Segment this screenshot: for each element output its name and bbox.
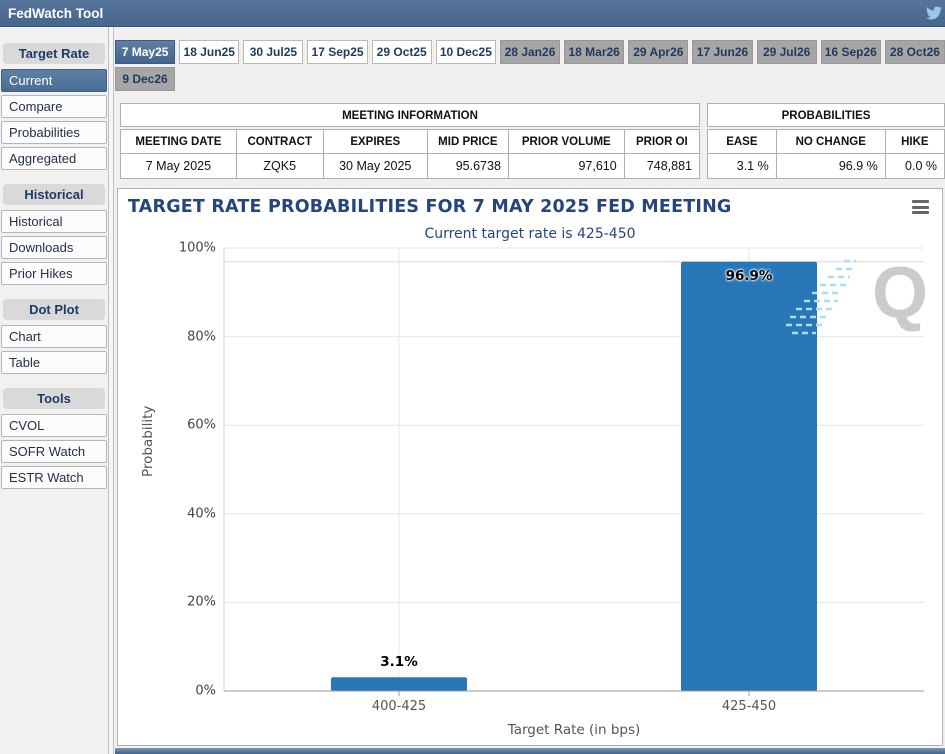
sidebar-item-cvol[interactable]: CVOL bbox=[1, 414, 107, 437]
meeting-tab-28-jan26[interactable]: 28 Jan26 bbox=[499, 40, 561, 64]
x-axis-title: Target Rate (in bps) bbox=[507, 722, 641, 738]
meeting-tab-29-apr26[interactable]: 29 Apr26 bbox=[628, 40, 689, 64]
sidebar-item-prior-hikes[interactable]: Prior Hikes bbox=[1, 262, 107, 285]
sidebar-item-sofr-watch[interactable]: SOFR Watch bbox=[1, 440, 107, 463]
meeting-tabs-row-2: 9 Dec26 bbox=[115, 67, 945, 91]
sidebar-item-historical[interactable]: Historical bbox=[1, 210, 107, 233]
col-header-contract: CONTRACT bbox=[235, 129, 324, 154]
col-header-meeting-date: MEETING DATE bbox=[120, 129, 237, 154]
col-header-prior-oi: PRIOR OI bbox=[623, 129, 701, 154]
sidebar-header-target-rate: Target Rate bbox=[3, 43, 105, 64]
meeting-tabs-row-1: 7 May25 18 Jun25 30 Jul25 17 Sep25 29 Oct25 1… bbox=[115, 40, 945, 64]
col-header-ease: EASE bbox=[707, 129, 777, 154]
meeting-tab-18-jun25[interactable]: 18 Jun25 bbox=[179, 40, 240, 64]
meeting-tab-7-may25[interactable]: 7 May25 bbox=[115, 40, 176, 64]
cell-ease: 3.1 % bbox=[707, 153, 777, 179]
meeting-information-caption: MEETING INFORMATION bbox=[120, 103, 700, 127]
meeting-tab-17-jun26[interactable]: 17 Jun26 bbox=[692, 40, 753, 64]
meeting-tab-17-sep25[interactable]: 17 Sep25 bbox=[307, 40, 368, 64]
sidebar: Target Rate Current Compare Probabilities Ag… bbox=[0, 27, 108, 754]
y-tick-20: 20% bbox=[187, 594, 216, 610]
chart-plot-area: 0% 20% 40% 60% 80% 100% 3.1% 400-425 96.9% 425-45… bbox=[179, 241, 924, 714]
meeting-tab-28-oct26[interactable]: 28 Oct26 bbox=[884, 40, 945, 64]
meeting-tab-29-jul26[interactable]: 29 Jul26 bbox=[756, 40, 817, 64]
meeting-tab-29-oct25[interactable]: 29 Oct25 bbox=[371, 40, 432, 64]
twitter-icon[interactable] bbox=[923, 5, 945, 23]
probability-chart-card: TARGET RATE PROBABILITIES FOR 7 MAY 2025… bbox=[117, 188, 943, 746]
bar-425-450[interactable] bbox=[681, 261, 817, 691]
bar-value-label-400-425: 3.1% bbox=[380, 654, 418, 671]
sidebar-item-chart[interactable]: Chart bbox=[1, 325, 107, 348]
y-axis-title: Probability bbox=[140, 405, 156, 477]
sidebar-item-current[interactable]: Current bbox=[1, 69, 107, 92]
chart-menu-icon[interactable] bbox=[912, 200, 929, 217]
next-section-header-edge bbox=[115, 748, 945, 754]
y-tick-40: 40% bbox=[187, 506, 216, 522]
probabilities-table: PROBABILITIES EASE NO CHANGE HIKE 3.1 % 96.9… bbox=[707, 103, 945, 179]
cell-expires: 30 May 2025 bbox=[322, 153, 428, 179]
sidebar-item-estr-watch[interactable]: ESTR Watch bbox=[1, 466, 107, 489]
cell-contract: ZQK5 bbox=[235, 153, 324, 179]
app-header: FedWatch Tool bbox=[0, 0, 945, 27]
meeting-tab-30-jul25[interactable]: 30 Jul25 bbox=[243, 40, 304, 64]
col-header-mid-price: MID PRICE bbox=[426, 129, 509, 154]
y-tick-80: 80% bbox=[187, 329, 216, 345]
cell-no-change: 96.9 % bbox=[775, 153, 886, 179]
col-header-expires: EXPIRES bbox=[322, 129, 428, 154]
sidebar-header-historical: Historical bbox=[3, 184, 105, 205]
sidebar-header-tools: Tools bbox=[3, 388, 105, 409]
chart-title: TARGET RATE PROBABILITIES FOR 7 MAY 2025… bbox=[128, 197, 732, 217]
probabilities-caption: PROBABILITIES bbox=[707, 103, 945, 127]
col-header-hike: HIKE bbox=[884, 129, 945, 154]
sidebar-item-compare[interactable]: Compare bbox=[1, 95, 107, 118]
sidebar-item-probabilities[interactable]: Probabilities bbox=[1, 121, 107, 144]
meeting-tab-16-sep26[interactable]: 16 Sep26 bbox=[820, 40, 881, 64]
sidebar-divider bbox=[108, 27, 114, 754]
sidebar-item-table[interactable]: Table bbox=[1, 351, 107, 374]
y-tick-60: 60% bbox=[187, 417, 216, 433]
cell-meeting-date: 7 May 2025 bbox=[120, 153, 237, 179]
cell-mid-price: 95.6738 bbox=[426, 153, 509, 179]
sidebar-item-downloads[interactable]: Downloads bbox=[1, 236, 107, 259]
y-tick-0: 0% bbox=[195, 683, 216, 699]
sidebar-item-aggregated[interactable]: Aggregated bbox=[1, 147, 107, 170]
chart-subtitle: Current target rate is 425-450 bbox=[424, 226, 636, 242]
x-tick-label-425-450: 425-450 bbox=[721, 699, 777, 714]
sidebar-header-dot-plot: Dot Plot bbox=[3, 299, 105, 320]
cell-hike: 0.0 % bbox=[884, 153, 945, 179]
bar-value-label-425-450: 96.9% bbox=[725, 267, 773, 284]
meeting-tab-18-mar26[interactable]: 18 Mar26 bbox=[564, 40, 625, 64]
app-title: FedWatch Tool bbox=[8, 6, 104, 21]
y-tick-100: 100% bbox=[178, 240, 216, 256]
bar-400-425[interactable] bbox=[331, 677, 467, 691]
meeting-information-table: MEETING INFORMATION MEETING DATE CONTRACT… bbox=[120, 103, 701, 179]
col-header-no-change: NO CHANGE bbox=[775, 129, 886, 154]
x-tick-label-400-425: 400-425 bbox=[371, 699, 427, 714]
meeting-tab-10-dec25[interactable]: 10 Dec25 bbox=[435, 40, 496, 64]
main-panel: 7 May25 18 Jun25 30 Jul25 17 Sep25 29 Oct25 1… bbox=[115, 27, 945, 754]
cell-prior-oi: 748,881 bbox=[623, 153, 701, 179]
col-header-prior-volume: PRIOR VOLUME bbox=[507, 129, 625, 154]
cell-prior-volume: 97,610 bbox=[507, 153, 625, 179]
meeting-tab-9-dec26[interactable]: 9 Dec26 bbox=[115, 67, 175, 91]
